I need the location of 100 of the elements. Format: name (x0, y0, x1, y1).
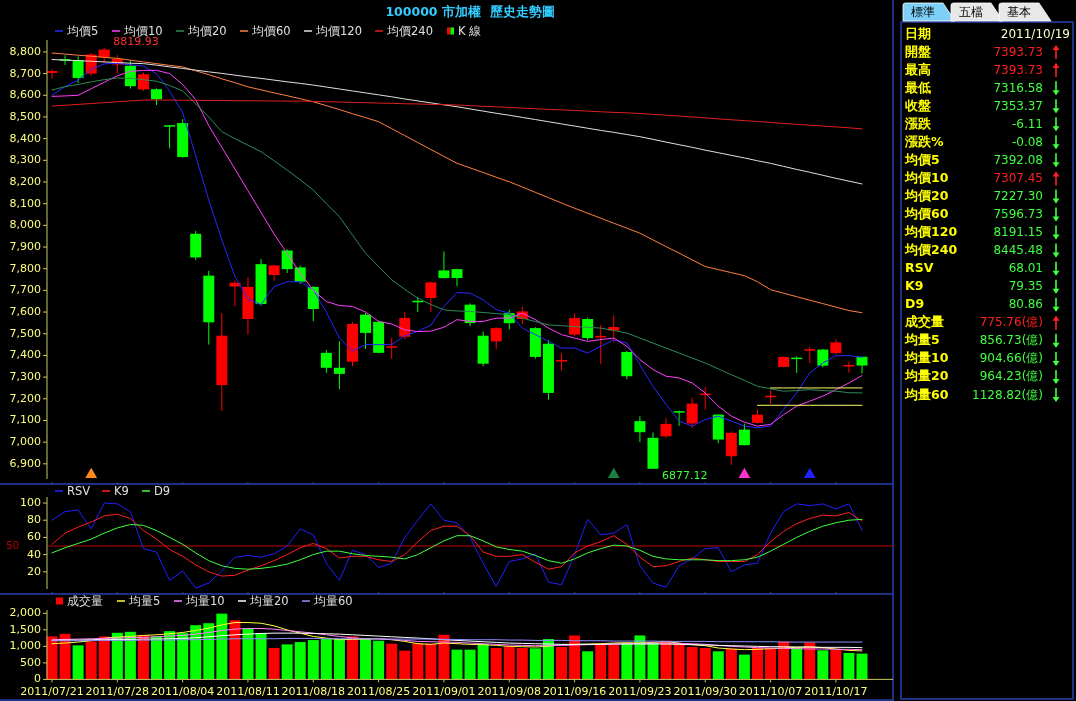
candlestick (490, 326, 502, 350)
bar (268, 648, 280, 680)
bar (242, 628, 254, 680)
x-tick-label: 2011/09/01 (412, 685, 476, 699)
bar (294, 642, 306, 680)
x-tick-label: 2011/08/11 (216, 685, 280, 699)
bar (595, 644, 607, 680)
y-tick-label: 8,400 (9, 131, 41, 145)
y-tick-label: 20 (27, 564, 41, 578)
candlestick (164, 124, 176, 149)
candlestick (360, 312, 372, 350)
bar (399, 650, 411, 680)
text: 775.76(億) (979, 315, 1043, 330)
legend-label: 均量5 (128, 593, 161, 608)
category-label: 均價10 (904, 169, 949, 185)
line-series (51, 59, 863, 185)
legend-label: RSV (67, 483, 91, 498)
category-label: 均量10 (904, 350, 949, 366)
legend-label: D9 (154, 483, 171, 498)
x-tick-label: 2011/10/07 (738, 685, 803, 699)
category-label: 開盤 (905, 43, 931, 59)
legend-label: K 線 (458, 23, 482, 38)
bar (373, 640, 385, 680)
bar (725, 648, 737, 680)
bar (281, 644, 293, 680)
text: 964.23(億) (979, 369, 1043, 384)
text: 7227.30 (993, 188, 1043, 203)
category-label: 均價120 (904, 224, 958, 240)
chart-title: 100000 市加權 歷史走勢圖 (385, 3, 555, 19)
text: 7393.73 (993, 62, 1043, 77)
bar (765, 648, 777, 680)
y-tick-label: 500 (20, 655, 41, 669)
candlestick (451, 268, 463, 287)
bar (124, 631, 136, 680)
y-tick-label: 80 (27, 513, 41, 527)
y-tick-label: 6,900 (9, 456, 41, 470)
bar (843, 652, 855, 680)
legend-label: 均量60 (313, 593, 353, 608)
x-tick-label: 2011/08/18 (281, 685, 345, 699)
bar (791, 648, 803, 680)
y-tick-label: 8,200 (9, 175, 41, 188)
candlestick (673, 410, 685, 427)
line-series (51, 511, 863, 577)
candlestick (137, 72, 149, 92)
legend-label: K9 (114, 483, 129, 498)
bar (673, 643, 685, 680)
legend-label: 均價20 (187, 23, 227, 38)
candlestick (320, 349, 332, 374)
candlestick (634, 415, 646, 443)
candlestick (425, 281, 437, 313)
y-tick-label: 7,600 (9, 305, 41, 319)
category-label: 均價20 (904, 187, 949, 203)
text: 7316.58 (993, 80, 1043, 95)
category-label: D9 (905, 296, 925, 312)
bar (503, 646, 515, 680)
bar (59, 633, 71, 680)
y-tick-label: 1,500 (9, 622, 41, 636)
legend-label: 均價5 (66, 23, 99, 38)
category-label: K9 (905, 278, 924, 294)
text: 904.66(億) (979, 351, 1043, 366)
candlestick (725, 430, 737, 466)
category-label: 均量20 (904, 368, 949, 384)
bar (712, 651, 724, 680)
text: 1128.82(億) (972, 387, 1043, 402)
bar (425, 643, 437, 680)
bar (216, 613, 228, 680)
line-series (51, 502, 863, 589)
candlestick (333, 340, 345, 390)
legend-label: 均量20 (249, 593, 289, 608)
x-tick-label: 2011/08/25 (346, 685, 411, 699)
y-tick-label: 1,000 (9, 639, 41, 653)
bar (582, 651, 594, 680)
y-tick-label: 8,800 (9, 44, 41, 58)
x-tick-label: 2011/08/04 (150, 685, 215, 699)
y-tick-label: 8,000 (9, 218, 41, 232)
legend-label: 均價120 (315, 23, 362, 38)
bar (85, 641, 97, 680)
candlestick (438, 250, 450, 279)
bar (333, 638, 345, 680)
legend-label: 均價60 (251, 23, 291, 38)
y-tick-label: 7,200 (9, 391, 41, 405)
candlestick (190, 230, 202, 261)
candlestick (660, 417, 672, 439)
bar (738, 654, 750, 680)
bar (608, 644, 620, 680)
category-label: 日期 (905, 25, 931, 41)
bar (98, 636, 110, 680)
text: 8191.15 (993, 225, 1043, 240)
y-tick-label: 7,800 (9, 261, 41, 275)
bar (320, 638, 332, 680)
category-label: 成交量 (904, 314, 944, 330)
bar (817, 650, 829, 680)
category-label: 收盤 (905, 97, 931, 113)
bar (477, 644, 489, 680)
y-tick-label: 2,000 (9, 606, 41, 620)
bar (412, 643, 424, 680)
bar (699, 648, 711, 680)
text: 8445.48 (993, 243, 1043, 258)
bar (464, 649, 476, 680)
category-label: 最高 (904, 61, 931, 77)
